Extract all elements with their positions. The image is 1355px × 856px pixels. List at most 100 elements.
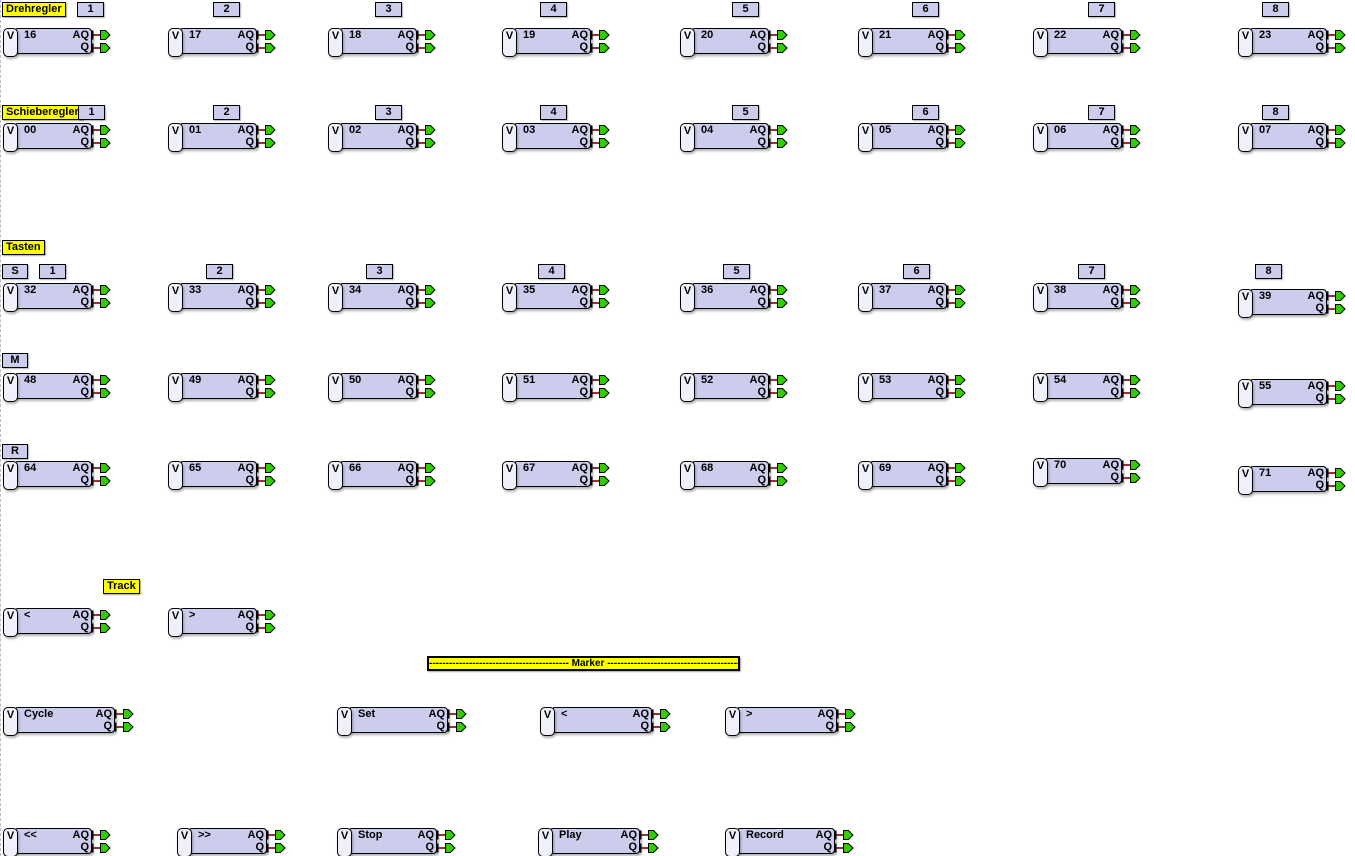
- function-block-drehregler-v23[interactable]: 23 AQ Q V: [1238, 28, 1346, 57]
- output-pin-q[interactable]: [256, 298, 276, 308]
- function-block-tasten-r-v66[interactable]: 66 AQ Q V: [328, 461, 436, 490]
- output-pin-aq[interactable]: [590, 285, 610, 295]
- function-block-tasten-m-v48[interactable]: 48 AQ Q V: [3, 373, 111, 402]
- badge-tasten-s-v1[interactable]: 1: [39, 264, 66, 279]
- function-block-schieberegler-v07[interactable]: 07 AQ Q V: [1238, 123, 1346, 152]
- output-pin-aq[interactable]: [416, 463, 436, 473]
- badge-drehregler-v4[interactable]: 4: [540, 2, 567, 17]
- function-block-tasten-r-v65[interactable]: 65 AQ Q V: [168, 461, 276, 490]
- function-block-schieberegler-v05[interactable]: 05 AQ Q V: [858, 123, 966, 152]
- output-pin-aq[interactable]: [91, 30, 111, 40]
- function-block-schieberegler-v01[interactable]: 01 AQ Q V: [168, 123, 276, 152]
- function-block-tasten-m-v54[interactable]: 54 AQ Q V: [1033, 373, 1141, 402]
- function-block-tasten-m-v55[interactable]: 55 AQ Q V: [1238, 379, 1346, 408]
- output-pin-aq[interactable]: [768, 30, 788, 40]
- function-block-tasten-m-v52[interactable]: 52 AQ Q V: [680, 373, 788, 402]
- function-block-tasten-s-v32[interactable]: 32 AQ Q V: [3, 283, 111, 312]
- function-block-tasten-r-v70[interactable]: 70 AQ Q V: [1033, 458, 1141, 487]
- output-pin-aq[interactable]: [256, 610, 276, 620]
- function-block-tasten-s-v36[interactable]: 36 AQ Q V: [680, 283, 788, 312]
- output-pin-aq[interactable]: [1326, 468, 1346, 478]
- function-block-marker-set[interactable]: Set AQ Q V: [337, 707, 467, 736]
- output-pin-aq[interactable]: [946, 285, 966, 295]
- output-pin-q[interactable]: [416, 298, 436, 308]
- output-pin-q[interactable]: [91, 388, 111, 398]
- output-pin-q[interactable]: [590, 43, 610, 53]
- function-block-marker-cycle[interactable]: Cycle AQ Q V: [3, 707, 134, 736]
- output-pin-q[interactable]: [266, 843, 286, 853]
- badge-tasten-s-v3[interactable]: 3: [366, 264, 393, 279]
- function-block-tasten-s-v39[interactable]: 39 AQ Q V: [1238, 289, 1346, 318]
- function-block-track-left[interactable]: < AQ Q V: [3, 608, 111, 637]
- function-block-tasten-s-v37[interactable]: 37 AQ Q V: [858, 283, 966, 312]
- output-pin-q[interactable]: [768, 298, 788, 308]
- output-pin-q[interactable]: [91, 843, 111, 853]
- function-block-schieberegler-v00[interactable]: 00 AQ Q V: [3, 123, 111, 152]
- output-pin-q[interactable]: [639, 843, 659, 853]
- output-pin-q[interactable]: [91, 138, 111, 148]
- output-pin-q[interactable]: [416, 43, 436, 53]
- function-block-marker-right[interactable]: > AQ Q V: [725, 707, 856, 736]
- function-block-tasten-s-v38[interactable]: 38 AQ Q V: [1033, 283, 1141, 312]
- function-block-tasten-m-v49[interactable]: 49 AQ Q V: [168, 373, 276, 402]
- output-pin-q[interactable]: [1121, 388, 1141, 398]
- output-pin-aq[interactable]: [946, 463, 966, 473]
- output-pin-aq[interactable]: [91, 285, 111, 295]
- function-block-tasten-m-v51[interactable]: 51 AQ Q V: [502, 373, 610, 402]
- output-pin-aq[interactable]: [256, 375, 276, 385]
- badge-tasten-s-v7[interactable]: 7: [1078, 264, 1105, 279]
- output-pin-aq[interactable]: [256, 285, 276, 295]
- function-block-drehregler-v16[interactable]: 16 AQ Q V: [3, 28, 111, 57]
- function-block-drehregler-v19[interactable]: 19 AQ Q V: [502, 28, 610, 57]
- function-block-drehregler-v20[interactable]: 20 AQ Q V: [680, 28, 788, 57]
- output-pin-q[interactable]: [447, 722, 467, 732]
- function-block-transport-record[interactable]: Record AQ Q V: [725, 828, 854, 856]
- output-pin-aq[interactable]: [1326, 381, 1346, 391]
- section-label-schieberegler[interactable]: Schieberegler: [2, 105, 83, 120]
- output-pin-aq[interactable]: [416, 375, 436, 385]
- output-pin-aq[interactable]: [768, 285, 788, 295]
- function-block-drehregler-v17[interactable]: 17 AQ Q V: [168, 28, 276, 57]
- badge-schieberegler-v3[interactable]: 3: [375, 105, 402, 120]
- function-block-track-right[interactable]: > AQ Q V: [168, 608, 276, 637]
- badge-schieberegler-v5[interactable]: 5: [732, 105, 759, 120]
- output-pin-q[interactable]: [768, 43, 788, 53]
- output-pin-aq[interactable]: [1326, 125, 1346, 135]
- badge-schieberegler-v7[interactable]: 7: [1088, 105, 1115, 120]
- section-label-track[interactable]: Track: [103, 579, 140, 594]
- output-pin-aq[interactable]: [946, 125, 966, 135]
- output-pin-q[interactable]: [416, 138, 436, 148]
- output-pin-q[interactable]: [1326, 481, 1346, 491]
- output-pin-q[interactable]: [590, 388, 610, 398]
- output-pin-aq[interactable]: [114, 709, 134, 719]
- output-pin-q[interactable]: [256, 388, 276, 398]
- badge-schieberegler-v2[interactable]: 2: [213, 105, 240, 120]
- output-pin-q[interactable]: [1326, 304, 1346, 314]
- badge-drehregler-v1[interactable]: 1: [77, 2, 104, 17]
- output-pin-aq[interactable]: [590, 463, 610, 473]
- output-pin-aq[interactable]: [91, 375, 111, 385]
- badge-tasten-s-s[interactable]: S: [2, 264, 28, 279]
- function-block-transport-play[interactable]: Play AQ Q V: [538, 828, 659, 856]
- section-label-tasten[interactable]: Tasten: [2, 240, 45, 255]
- output-pin-q[interactable]: [768, 476, 788, 486]
- output-pin-q[interactable]: [590, 298, 610, 308]
- output-pin-q[interactable]: [836, 722, 856, 732]
- output-pin-aq[interactable]: [416, 125, 436, 135]
- badge-tasten-m-m[interactable]: M: [2, 353, 28, 368]
- function-block-transport-fast-forward[interactable]: >> AQ Q V: [177, 828, 286, 856]
- section-label-drehregler[interactable]: Drehregler: [2, 2, 66, 17]
- output-pin-aq[interactable]: [416, 285, 436, 295]
- function-block-tasten-r-v68[interactable]: 68 AQ Q V: [680, 461, 788, 490]
- function-block-tasten-r-v69[interactable]: 69 AQ Q V: [858, 461, 966, 490]
- badge-drehregler-v6[interactable]: 6: [912, 2, 939, 17]
- output-pin-q[interactable]: [946, 298, 966, 308]
- output-pin-q[interactable]: [768, 138, 788, 148]
- output-pin-q[interactable]: [946, 138, 966, 148]
- output-pin-aq[interactable]: [768, 463, 788, 473]
- badge-schieberegler-v8[interactable]: 8: [1262, 105, 1289, 120]
- output-pin-aq[interactable]: [836, 709, 856, 719]
- badge-schieberegler-v4[interactable]: 4: [540, 105, 567, 120]
- output-pin-aq[interactable]: [768, 375, 788, 385]
- badge-tasten-s-v8[interactable]: 8: [1255, 264, 1282, 279]
